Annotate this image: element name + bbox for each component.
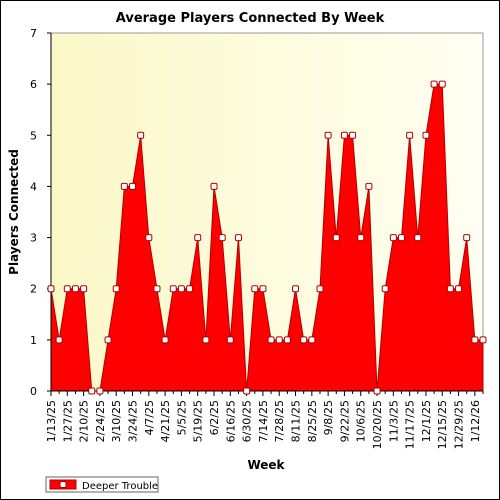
data-point: [324, 131, 332, 139]
x-tick-label: 10/20/25: [371, 400, 384, 449]
x-tick-label: 9/8/25: [322, 400, 335, 435]
data-point: [88, 387, 96, 395]
y-tick-label: 4: [30, 180, 37, 193]
data-point: [381, 285, 389, 293]
data-point: [357, 234, 365, 242]
y-tick-label: 6: [30, 78, 37, 91]
data-point: [283, 336, 291, 344]
data-point: [96, 387, 104, 395]
data-point: [161, 336, 169, 344]
data-point: [177, 285, 185, 293]
data-point: [145, 234, 153, 242]
data-point: [218, 234, 226, 242]
x-tick-label: 8/25/25: [306, 400, 319, 442]
y-tick-label: 0: [30, 385, 37, 398]
data-point: [446, 285, 454, 293]
x-tick-label: 3/24/25: [127, 400, 140, 442]
legend-label: Deeper Trouble: [82, 481, 158, 492]
data-point: [463, 234, 471, 242]
chart-title: Average Players Connected By Week: [116, 11, 385, 26]
y-tick-label: 1: [30, 334, 37, 347]
data-point: [129, 182, 137, 190]
data-point: [292, 285, 300, 293]
x-tick-label: 12/15/25: [436, 400, 449, 449]
data-point: [202, 336, 210, 344]
x-tick-label: 6/2/25: [208, 400, 221, 435]
data-point: [210, 182, 218, 190]
data-point: [406, 131, 414, 139]
data-point: [373, 387, 381, 395]
x-tick-label: 5/19/25: [192, 400, 205, 442]
x-tick-label: 9/22/25: [338, 400, 351, 442]
data-point: [438, 80, 446, 88]
y-tick-label: 7: [30, 27, 37, 40]
x-tick-label: 12/29/25: [453, 400, 466, 449]
data-point: [55, 336, 63, 344]
data-point: [251, 285, 259, 293]
data-point: [300, 336, 308, 344]
data-point: [349, 131, 357, 139]
data-point: [308, 336, 316, 344]
x-tick-label: 11/17/25: [404, 400, 417, 449]
x-tick-label: 12/1/25: [420, 400, 433, 442]
x-tick-label: 5/5/25: [175, 400, 188, 435]
x-tick-label: 8/11/25: [290, 400, 303, 442]
data-point: [104, 336, 112, 344]
data-point: [63, 285, 71, 293]
data-point: [340, 131, 348, 139]
data-point: [471, 336, 479, 344]
legend: Deeper Trouble: [45, 476, 159, 493]
x-tick-label: 1/13/25: [45, 400, 58, 442]
x-tick-label: 1/12/26: [469, 400, 482, 442]
data-point: [397, 234, 405, 242]
x-tick-label: 10/6/25: [355, 400, 368, 442]
y-axis-title: Players Connected: [7, 149, 21, 275]
x-tick-label: 3/10/25: [110, 400, 123, 442]
data-point: [332, 234, 340, 242]
data-point: [169, 285, 177, 293]
data-point: [47, 285, 55, 293]
y-tick-label: 2: [30, 283, 37, 296]
x-axis-title: Week: [247, 458, 285, 472]
data-point: [389, 234, 397, 242]
data-point: [422, 131, 430, 139]
data-point: [455, 285, 463, 293]
data-point: [120, 182, 128, 190]
x-tick-label: 2/24/25: [94, 400, 107, 442]
data-point: [267, 336, 275, 344]
y-tick-label: 5: [30, 129, 37, 142]
data-point: [316, 285, 324, 293]
data-point: [414, 234, 422, 242]
x-tick-label: 6/16/25: [224, 400, 237, 442]
data-point: [186, 285, 194, 293]
data-point: [259, 285, 267, 293]
data-point: [365, 182, 373, 190]
data-point: [153, 285, 161, 293]
x-tick-label: 11/3/25: [387, 400, 400, 442]
x-tick-label: 7/14/25: [257, 400, 270, 442]
data-point: [194, 234, 202, 242]
data-point: [275, 336, 283, 344]
x-tick-label: 6/30/25: [241, 400, 254, 442]
x-tick-label: 4/7/25: [143, 400, 156, 435]
x-tick-label: 4/21/25: [159, 400, 172, 442]
data-point: [234, 234, 242, 242]
data-point: [137, 131, 145, 139]
data-point: [112, 285, 120, 293]
legend-marker: [59, 481, 67, 488]
data-point: [80, 285, 88, 293]
x-tick-label: 1/27/25: [61, 400, 74, 442]
y-tick-label: 3: [30, 232, 37, 245]
data-point: [71, 285, 79, 293]
x-tick-label: 2/10/25: [78, 400, 91, 442]
data-point: [479, 336, 487, 344]
data-point: [226, 336, 234, 344]
data-point: [430, 80, 438, 88]
data-point: [243, 387, 251, 395]
x-tick-label: 7/28/25: [273, 400, 286, 442]
